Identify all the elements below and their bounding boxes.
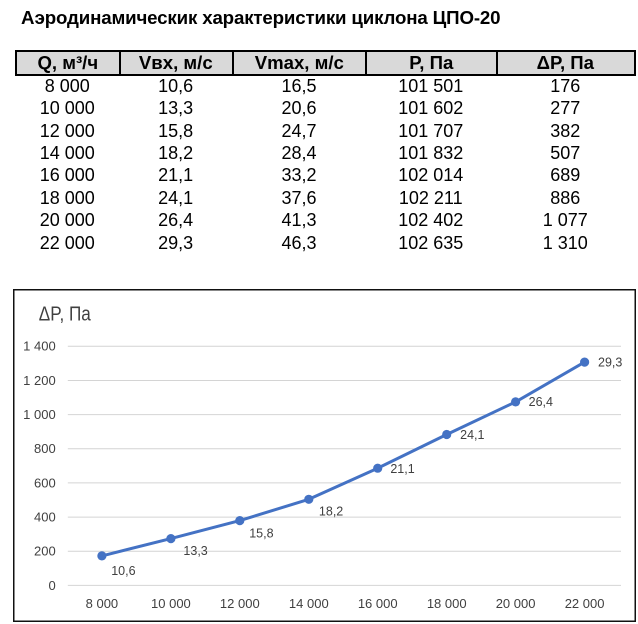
- svg-text:22 000: 22 000: [565, 595, 605, 610]
- svg-text:1 000: 1 000: [23, 407, 56, 422]
- svg-text:18 000: 18 000: [427, 595, 467, 610]
- svg-text:26,4: 26,4: [529, 394, 553, 408]
- svg-text:8 000: 8 000: [86, 595, 119, 610]
- svg-text:13,3: 13,3: [183, 543, 207, 557]
- svg-text:800: 800: [34, 441, 56, 456]
- svg-text:14 000: 14 000: [289, 595, 329, 610]
- svg-text:16 000: 16 000: [358, 595, 398, 610]
- svg-text:24,1: 24,1: [460, 428, 484, 442]
- svg-text:10,6: 10,6: [111, 564, 135, 578]
- svg-text:20 000: 20 000: [496, 595, 536, 610]
- svg-text:1 200: 1 200: [23, 372, 56, 387]
- svg-text:29,3: 29,3: [598, 355, 622, 369]
- svg-text:ΔP, Па: ΔP, Па: [39, 303, 92, 325]
- svg-text:1 400: 1 400: [23, 338, 56, 353]
- svg-text:200: 200: [34, 543, 56, 558]
- svg-text:400: 400: [34, 509, 56, 524]
- svg-text:15,8: 15,8: [249, 526, 273, 540]
- svg-text:10 000: 10 000: [151, 595, 191, 610]
- svg-text:12 000: 12 000: [220, 595, 260, 610]
- svg-text:0: 0: [48, 577, 55, 592]
- svg-text:18,2: 18,2: [319, 504, 343, 518]
- svg-text:600: 600: [34, 475, 56, 490]
- svg-text:21,1: 21,1: [390, 461, 414, 475]
